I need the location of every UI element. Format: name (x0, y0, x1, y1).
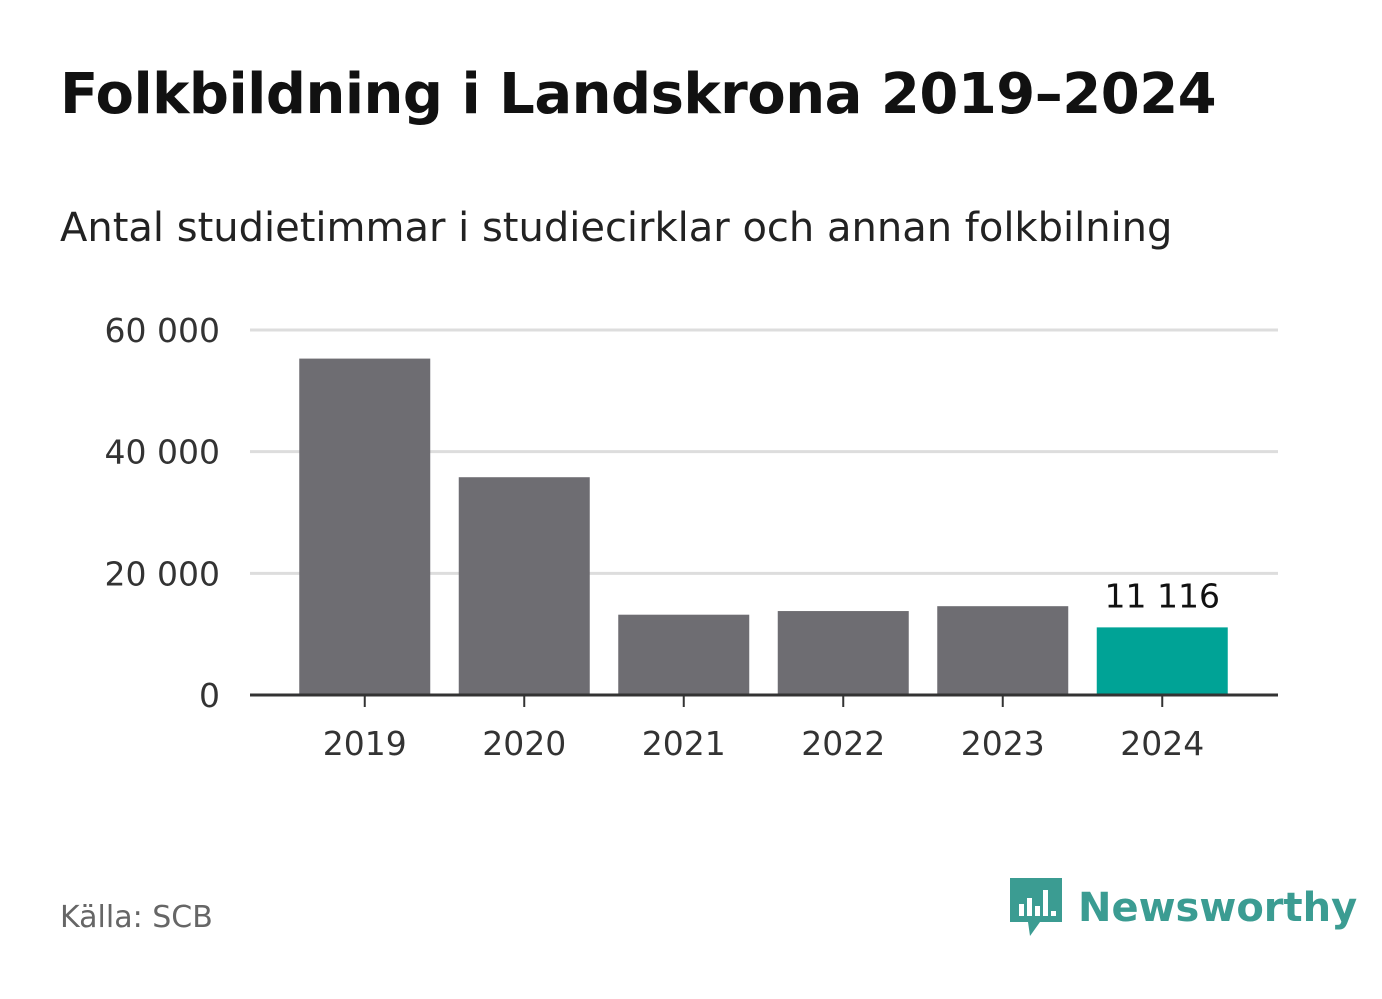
y-tick-label: 0 (199, 676, 220, 715)
bar-2021 (618, 614, 750, 695)
y-tick-label: 60 000 (105, 311, 220, 350)
bar-2020 (458, 477, 590, 695)
chart-subtitle: Antal studietimmar i studiecirklar och a… (60, 205, 1173, 251)
source-note: Källa: SCB (60, 900, 213, 935)
brand-name: Newsworthy (1078, 885, 1358, 931)
bar-2022 (777, 611, 909, 695)
x-tick-label: 2021 (642, 724, 726, 763)
bar-2023 (937, 606, 1069, 695)
y-tick-label: 40 000 (105, 433, 220, 472)
x-tick-label: 2022 (801, 724, 885, 763)
x-tick-label: 2020 (482, 724, 566, 763)
newsworthy-logo-icon (1010, 878, 1062, 936)
bar-2024 (1096, 627, 1228, 695)
data-label: 11 116 (1105, 576, 1220, 615)
chart-title: Folkbildning i Landskrona 2019–2024 (60, 62, 1217, 127)
y-tick-label: 20 000 (105, 554, 220, 593)
x-tick-label: 2024 (1120, 724, 1204, 763)
x-tick-label: 2019 (323, 724, 407, 763)
bar-2019 (299, 358, 431, 695)
x-tick-label: 2023 (961, 724, 1045, 763)
brand-logo: Newsworthy (1010, 878, 1357, 938)
